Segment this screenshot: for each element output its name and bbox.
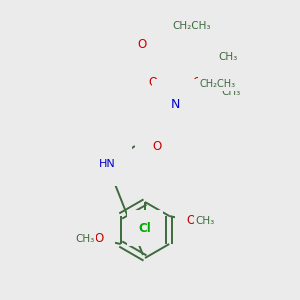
Text: O: O <box>131 74 140 86</box>
Text: CH₃: CH₃ <box>75 234 94 244</box>
Text: HN: HN <box>99 159 116 169</box>
Text: O: O <box>137 38 147 50</box>
Text: O: O <box>192 76 202 88</box>
Text: CH₂CH₃: CH₂CH₃ <box>156 55 192 65</box>
Text: O: O <box>94 232 104 245</box>
Text: CH₂CH₃: CH₂CH₃ <box>172 21 211 31</box>
Text: CH₃: CH₃ <box>196 216 215 226</box>
Text: CH₂CH₃: CH₂CH₃ <box>200 79 236 89</box>
Text: CH₃: CH₃ <box>221 87 241 97</box>
Text: O: O <box>152 140 162 152</box>
Text: N: N <box>170 98 180 110</box>
Text: Cl: Cl <box>139 221 152 235</box>
Text: CH₃: CH₃ <box>218 52 237 62</box>
Text: O: O <box>148 76 158 88</box>
Text: S: S <box>171 75 179 89</box>
Text: O: O <box>187 214 196 227</box>
